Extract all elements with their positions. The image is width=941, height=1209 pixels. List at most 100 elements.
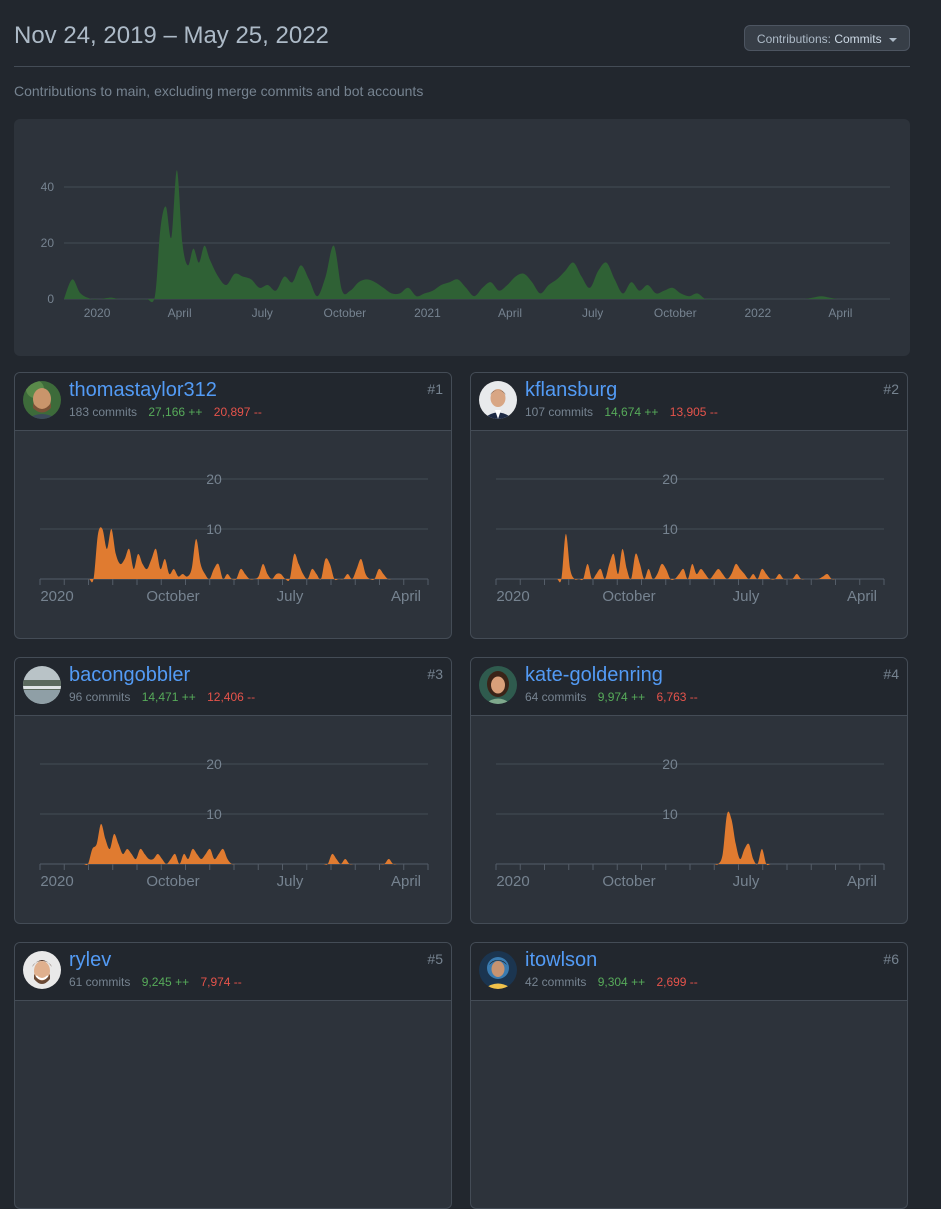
- contributor-card-2: kflansburg 107 commits 14,674 ++ 13,905 …: [470, 372, 908, 639]
- contributor-card-5: rylev 61 commits 9,245 ++ 7,974 -- #5: [14, 942, 452, 1209]
- commits-area-series: [496, 533, 884, 583]
- commit-count: 42 commits: [525, 975, 587, 989]
- commit-count: 61 commits: [69, 975, 131, 989]
- contributor-card-3: bacongobbler 96 commits 14,471 ++ 12,406…: [14, 657, 452, 924]
- x-tick-label: October: [146, 873, 199, 890]
- deletions-count: 6,763 --: [656, 690, 698, 704]
- caret-down-icon: [889, 37, 897, 42]
- contributor-rank: #2: [883, 381, 899, 397]
- x-tick-label: July: [277, 873, 304, 890]
- x-tick-label: 2020: [496, 873, 529, 890]
- x-tick-label: 2020: [496, 588, 529, 605]
- additions-count: 14,674 ++: [604, 405, 659, 419]
- contributor-card-header: bacongobbler 96 commits 14,471 ++ 12,406…: [15, 658, 451, 716]
- contributor-card-header: itowlson 42 commits 9,304 ++ 2,699 -- #6: [471, 943, 907, 1001]
- y-tick-label: 20: [206, 756, 222, 772]
- commit-count: 64 commits: [525, 690, 587, 704]
- y-tick-label: 20: [662, 756, 678, 772]
- avatar-image-kflansburg: [479, 381, 517, 419]
- overall-commits-svg: 0 20 40 2020 April July October 2021 April July Oc…: [41, 170, 890, 320]
- chart-subtitle: Contributions to main, excluding merge c…: [14, 83, 424, 99]
- additions-count: 9,304 ++: [597, 975, 646, 989]
- overall-commits-chart: 0 20 40 2020 April July October 2021 April July Oc…: [14, 119, 910, 356]
- y-tick-label: 20: [206, 471, 222, 487]
- contributor-stats: 61 commits 9,245 ++ 7,974 --: [69, 975, 242, 989]
- avatar-image-thomastaylor312: [23, 381, 61, 419]
- deletions-count: 20,897 --: [213, 405, 262, 419]
- y-tick-label: 10: [662, 521, 678, 537]
- additions-count: 27,166 ++: [148, 405, 203, 419]
- x-tick-label: October: [146, 588, 199, 605]
- avatar-image-itowlson: [479, 951, 517, 989]
- contributor-stats: 64 commits 9,974 ++ 6,763 --: [525, 690, 698, 704]
- deletions-count: 12,406 --: [207, 690, 256, 704]
- contributor-rank: #3: [427, 666, 443, 682]
- x-tick-label: 2020: [40, 873, 73, 890]
- avatar[interactable]: [479, 951, 517, 989]
- contributor-card-header: kate-goldenring 64 commits 9,974 ++ 6,76…: [471, 658, 907, 716]
- x-tick-label: October: [323, 306, 366, 320]
- contributor-stats: 183 commits 27,166 ++ 20,897 --: [69, 405, 262, 419]
- contributor-card-header: thomastaylor312 183 commits 27,166 ++ 20…: [15, 373, 451, 431]
- x-tick-label: April: [847, 588, 877, 605]
- avatar[interactable]: [23, 666, 61, 704]
- deletions-count: 7,974 --: [200, 975, 242, 989]
- commits-area-series: [40, 823, 428, 866]
- contributions-dropdown-button[interactable]: Contributions: Commits: [743, 25, 910, 51]
- commits-area-series: [40, 527, 428, 583]
- contributor-username-link[interactable]: kflansburg: [525, 379, 618, 401]
- x-tick-label: July: [733, 873, 760, 890]
- contributor-card-4: kate-goldenring 64 commits 9,974 ++ 6,76…: [470, 657, 908, 924]
- contributor-stats: 42 commits 9,304 ++ 2,699 --: [525, 975, 698, 989]
- x-tick-label: July: [252, 306, 273, 320]
- x-tick-label: October: [602, 873, 655, 890]
- contributor-card-6: itowlson 42 commits 9,304 ++ 2,699 -- #6: [470, 942, 908, 1209]
- y-tick-label: 10: [206, 521, 222, 537]
- x-tick-label: 2022: [744, 306, 771, 320]
- contributor-username-link[interactable]: rylev: [69, 949, 112, 971]
- date-range-title: Nov 24, 2019 – May 25, 2022: [14, 22, 329, 49]
- x-tick-label: April: [168, 306, 192, 320]
- x-tick-label: 2020: [40, 588, 73, 605]
- x-tick-label: July: [733, 588, 760, 605]
- avatar[interactable]: [23, 951, 61, 989]
- y-tick-label: 10: [206, 806, 222, 822]
- x-tick-label: July: [582, 306, 603, 320]
- contributor-username-link[interactable]: bacongobbler: [69, 664, 191, 686]
- page-header: Nov 24, 2019 – May 25, 2022 Contribution…: [14, 22, 910, 67]
- x-tick-label: October: [654, 306, 697, 320]
- additions-count: 9,974 ++: [597, 690, 646, 704]
- contributor-rank: #6: [883, 951, 899, 967]
- contributor-card-header: kflansburg 107 commits 14,674 ++ 13,905 …: [471, 373, 907, 431]
- x-tick-label: April: [847, 873, 877, 890]
- x-tick-label: 2020: [84, 306, 111, 320]
- x-tick-label: October: [602, 588, 655, 605]
- contributor-rank: #5: [427, 951, 443, 967]
- contributor-stats: 107 commits 14,674 ++ 13,905 --: [525, 405, 718, 419]
- contributor-card-header: rylev 61 commits 9,245 ++ 7,974 -- #5: [15, 943, 451, 1001]
- contributor-username-link[interactable]: itowlson: [525, 949, 598, 971]
- avatar[interactable]: [23, 381, 61, 419]
- x-tick-label: April: [498, 306, 522, 320]
- contributions-label: Contributions:: [756, 32, 831, 46]
- contributor-username-link[interactable]: thomastaylor312: [69, 379, 217, 401]
- y-tick-label: 20: [662, 471, 678, 487]
- avatar[interactable]: [479, 666, 517, 704]
- x-tick-label: July: [277, 588, 304, 605]
- commits-area-series: [496, 811, 884, 866]
- contributor-username-link[interactable]: kate-goldenring: [525, 664, 663, 686]
- contributions-value: Commits: [834, 32, 882, 46]
- deletions-count: 13,905 --: [669, 405, 718, 419]
- commit-count: 183 commits: [69, 405, 138, 419]
- avatar[interactable]: [479, 381, 517, 419]
- contributor-rank: #4: [883, 666, 899, 682]
- y-tick-label: 40: [41, 180, 55, 194]
- contributor-card-1: thomastaylor312 183 commits 27,166 ++ 20…: [14, 372, 452, 639]
- deletions-count: 2,699 --: [656, 975, 698, 989]
- contributor-rank: #1: [427, 381, 443, 397]
- avatar-image-bacongobbler: [23, 666, 61, 704]
